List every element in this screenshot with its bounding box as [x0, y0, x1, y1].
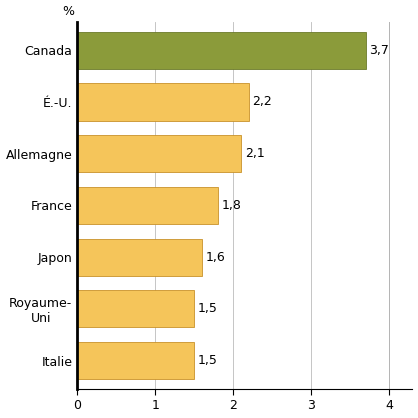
- Text: %: %: [62, 5, 74, 18]
- Text: 2,2: 2,2: [252, 95, 273, 108]
- Bar: [77, 187, 217, 224]
- Bar: [77, 135, 241, 172]
- Text: 2,1: 2,1: [245, 147, 265, 160]
- Text: 1,5: 1,5: [198, 302, 218, 315]
- Bar: [77, 32, 366, 69]
- Bar: [77, 83, 249, 120]
- Text: 1,8: 1,8: [222, 199, 241, 212]
- Text: 1,6: 1,6: [206, 251, 226, 264]
- Text: 3,7: 3,7: [370, 44, 390, 57]
- Bar: [77, 239, 202, 276]
- Text: 1,5: 1,5: [198, 354, 218, 367]
- Bar: [77, 342, 194, 379]
- Bar: [77, 290, 194, 327]
